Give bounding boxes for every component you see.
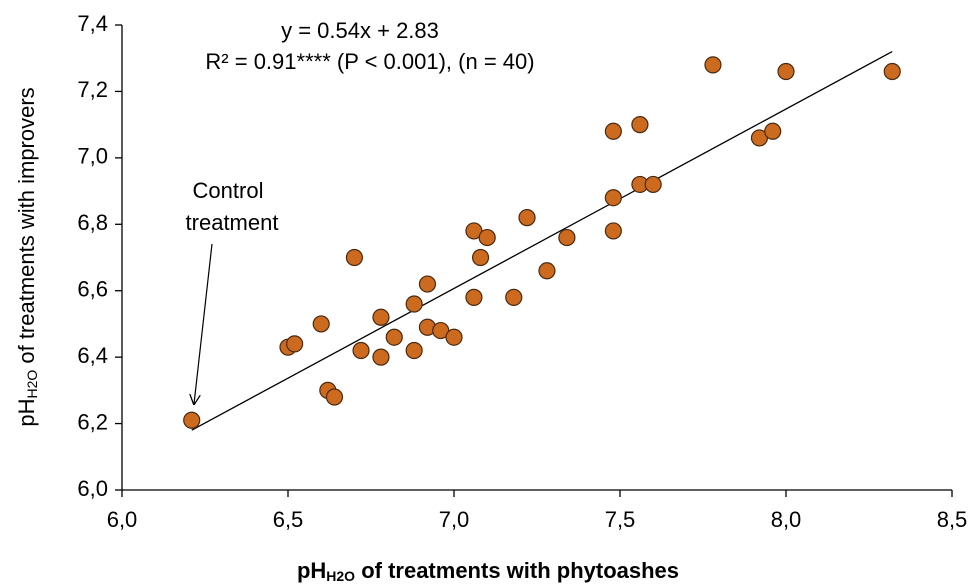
y-tick-label: 7,4: [77, 11, 108, 36]
point: [405, 295, 423, 313]
point: [604, 222, 622, 240]
point: [558, 228, 576, 247]
point: [777, 62, 795, 81]
trend-line: [191, 50, 893, 431]
point: [372, 348, 390, 366]
point: [538, 262, 556, 280]
y-tick-label: 6,8: [77, 210, 108, 235]
point: [505, 288, 523, 306]
r-squared: R² = 0.91**** (P < 0.001), (n = 40): [205, 49, 534, 74]
point: [465, 288, 483, 306]
point: [312, 315, 330, 333]
x-tick-label: 8,0: [771, 507, 802, 532]
x-tick-label: 7,0: [439, 507, 470, 532]
point: [325, 388, 344, 406]
x-axis-label: pHH2O of treatments with phytoashes: [297, 558, 679, 584]
point: [631, 116, 649, 134]
point: [445, 328, 463, 346]
y-label-sub: H2O: [24, 370, 40, 399]
point: [764, 122, 782, 140]
point: [604, 189, 622, 207]
point: [345, 248, 363, 267]
point: [604, 122, 622, 140]
point: [183, 411, 201, 429]
x-tick-label: 8,5: [937, 507, 968, 532]
y-tick-label: 7,2: [77, 77, 108, 102]
point: [518, 209, 536, 227]
x-tick-label: 7,5: [605, 507, 636, 532]
y-tick-label: 6,0: [77, 476, 108, 501]
point: [385, 328, 403, 346]
x-label-part: of treatments with phytoashes: [355, 558, 679, 583]
point: [405, 341, 423, 360]
y-tick-label: 6,2: [77, 409, 108, 434]
point: [883, 62, 901, 81]
y-axis-label: pHH2O of treatments with improvers: [14, 87, 40, 426]
callout-arrow: [194, 243, 213, 404]
x-label-part: pH: [297, 558, 326, 583]
y-tick-label: 6,6: [77, 277, 108, 302]
point: [644, 175, 662, 194]
x-tick-label: 6,5: [273, 507, 304, 532]
equation: y = 0.54x + 2.83: [281, 18, 439, 43]
x-label-sub: H2O: [326, 568, 355, 584]
y-tick-label: 6,4: [77, 343, 108, 368]
y-tick-label: 7,0: [77, 144, 108, 169]
callout-line: Control: [193, 178, 264, 203]
point: [372, 308, 390, 326]
point: [418, 275, 437, 293]
callout-line: treatment: [186, 210, 279, 235]
point: [704, 56, 722, 74]
y-label-part: pH: [14, 399, 39, 427]
point: [478, 228, 496, 247]
point: [286, 335, 304, 353]
y-label-part: of treatments with improvers: [14, 87, 39, 369]
point: [471, 248, 490, 267]
x-tick-label: 6,0: [107, 507, 138, 532]
point: [352, 341, 370, 360]
